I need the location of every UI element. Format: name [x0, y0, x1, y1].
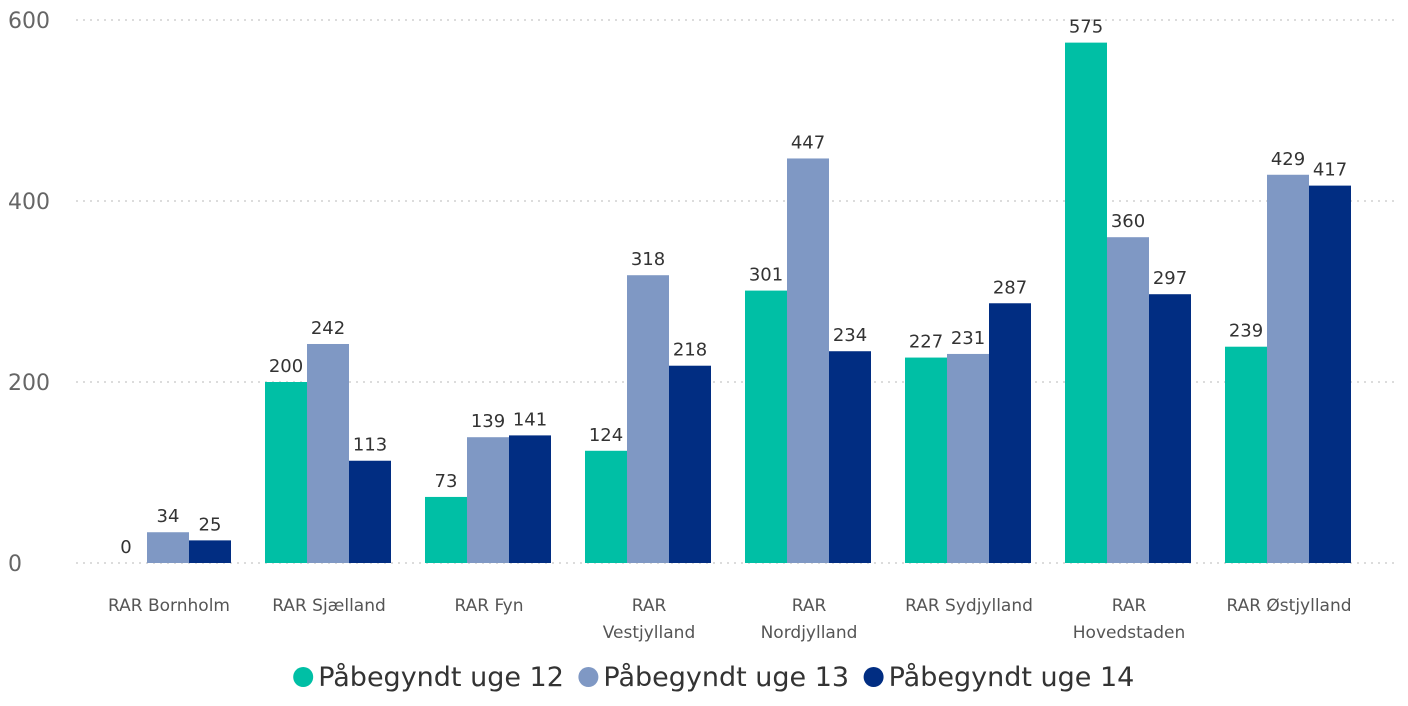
- data-label: 287: [993, 277, 1027, 298]
- legend-label: Påbegyndt uge 12: [318, 662, 564, 693]
- y-tick-label: 400: [8, 190, 50, 215]
- bar: [1107, 237, 1149, 563]
- bar: [189, 540, 231, 563]
- x-tick-label: RAR Sydjylland: [905, 596, 1033, 616]
- bar: [265, 382, 307, 563]
- legend-label: Påbegyndt uge 13: [603, 662, 849, 693]
- y-axis-ticks: 0 200 400 600: [8, 9, 50, 577]
- x-tick-label: Nordjylland: [761, 623, 858, 643]
- data-label: 234: [833, 325, 867, 346]
- data-label: 360: [1111, 211, 1145, 232]
- data-label: 297: [1153, 268, 1187, 289]
- y-tick-label: 200: [8, 371, 50, 396]
- data-label: 301: [749, 265, 783, 286]
- bar: [905, 357, 947, 563]
- y-tick-label: 0: [8, 552, 22, 577]
- bars: [147, 42, 1351, 564]
- x-axis-ticks: RAR Bornholm RAR Sjælland RAR Fyn RAR Vestjy…: [108, 596, 1352, 643]
- x-tick-label: RAR: [1112, 596, 1147, 616]
- x-tick-label: Vestjylland: [603, 623, 696, 643]
- legend-marker: [293, 667, 314, 687]
- bar: [1225, 346, 1267, 563]
- bar: [829, 351, 871, 563]
- data-label: 0: [120, 537, 131, 558]
- x-tick-label: Hovedstaden: [1073, 623, 1185, 643]
- data-label: 318: [631, 249, 665, 270]
- bar: [509, 435, 551, 563]
- data-label: 429: [1271, 149, 1305, 170]
- x-tick-label: RAR Sjælland: [272, 596, 386, 616]
- bar: [989, 303, 1031, 563]
- bar: [425, 496, 467, 563]
- data-label: 73: [435, 471, 458, 492]
- x-tick-label: RAR Fyn: [454, 596, 523, 616]
- y-tick-label: 600: [8, 9, 50, 34]
- data-label: 25: [199, 514, 222, 535]
- bar: [947, 353, 989, 563]
- bar: [669, 365, 711, 563]
- data-label: 124: [589, 425, 623, 446]
- data-label: 227: [909, 332, 943, 353]
- data-label: 141: [513, 409, 547, 430]
- bar: [745, 290, 787, 563]
- data-label: 447: [791, 132, 825, 153]
- legend: Påbegyndt uge 12 Påbegyndt uge 13 Påbegynd…: [293, 662, 1134, 693]
- data-label: 242: [311, 318, 345, 339]
- data-labels: 0 34 25 200 242 113 73 139 141 124 318 218 301 447 234…: [120, 17, 1347, 558]
- data-label: 417: [1313, 160, 1347, 181]
- data-label: 231: [951, 328, 985, 349]
- bar: [1065, 42, 1107, 563]
- legend-marker: [863, 667, 884, 687]
- data-label: 34: [157, 506, 180, 527]
- x-tick-label: RAR: [632, 596, 667, 616]
- bar: [1309, 185, 1351, 564]
- bar: [627, 275, 669, 563]
- data-label: 139: [471, 411, 505, 432]
- data-label: 200: [269, 356, 303, 377]
- legend-marker: [578, 667, 599, 687]
- bar: [147, 532, 189, 563]
- bar: [467, 437, 509, 563]
- data-label: 218: [673, 340, 707, 361]
- bar: [787, 158, 829, 563]
- bar: [1267, 174, 1309, 563]
- legend-label: Påbegyndt uge 14: [889, 662, 1135, 693]
- bar: [307, 343, 349, 563]
- data-label: 113: [353, 435, 387, 456]
- data-label: 575: [1069, 17, 1103, 38]
- x-tick-label: RAR: [792, 596, 827, 616]
- x-tick-label: RAR Bornholm: [108, 596, 230, 616]
- x-tick-label: RAR Østjylland: [1226, 596, 1351, 616]
- bar: [585, 450, 627, 563]
- bar: [1149, 294, 1191, 563]
- bar: [349, 460, 391, 563]
- data-label: 239: [1229, 321, 1263, 342]
